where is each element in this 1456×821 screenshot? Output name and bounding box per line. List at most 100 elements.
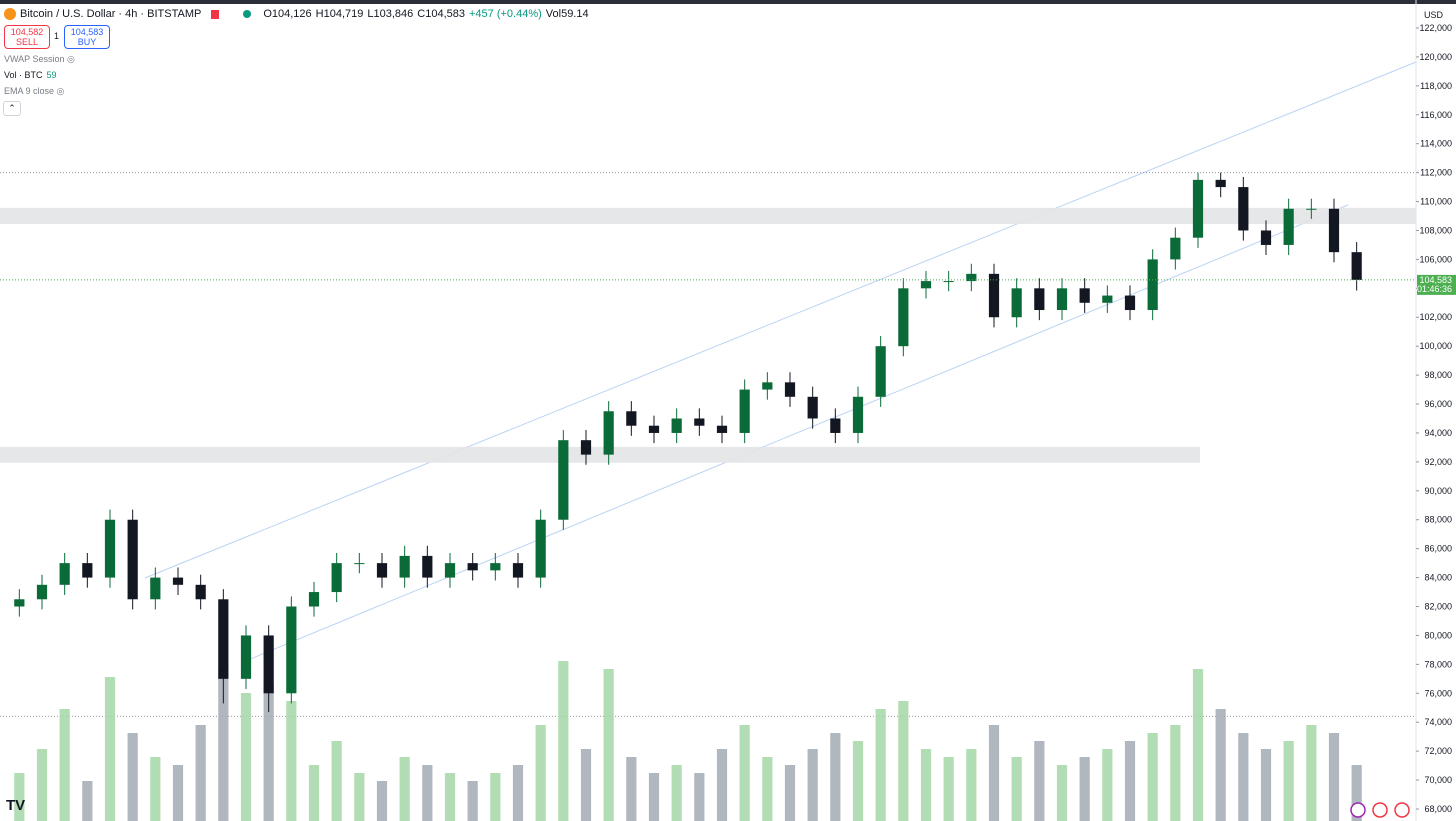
- last-price-label: 104,583: [1419, 275, 1452, 285]
- volume-bar: [1351, 765, 1362, 821]
- volume-bar: [354, 773, 365, 821]
- sell-label: SELL: [15, 37, 39, 47]
- y-tick-label: 96,000: [1424, 399, 1452, 409]
- y-tick-label: 78,000: [1424, 659, 1452, 669]
- volume-bar: [694, 773, 705, 821]
- volume-bar: [1328, 733, 1340, 821]
- candle-body: [830, 418, 841, 433]
- volume-bar: [966, 749, 977, 821]
- volume-bar: [82, 781, 93, 821]
- candle-body: [1215, 179, 1226, 188]
- candle-body: [59, 563, 70, 585]
- candle-body: [36, 584, 48, 600]
- sell-button[interactable]: 104,582 SELL: [4, 25, 50, 49]
- candle-body: [399, 555, 410, 578]
- status-icon: [1394, 802, 1410, 818]
- indicator-name: Vol · BTC: [4, 70, 43, 80]
- volume-bar: [286, 701, 297, 821]
- volume-bar: [150, 757, 161, 821]
- y-tick-label: 118,000: [1420, 81, 1452, 91]
- candle-body: [218, 599, 229, 679]
- volume-bar: [558, 661, 569, 821]
- candle-body: [966, 273, 977, 282]
- indicator-name: VWAP Session: [4, 54, 65, 64]
- candle-body: [535, 519, 546, 578]
- status-icon: [1372, 802, 1388, 818]
- candle-body: [920, 281, 932, 289]
- volume-bar: [59, 709, 70, 821]
- volume-bar: [762, 757, 773, 821]
- currency[interactable]: USD: [1424, 10, 1444, 20]
- candle-body: [1238, 187, 1249, 231]
- candle-body: [784, 382, 796, 397]
- indicator[interactable]: VWAP Session ◎: [4, 54, 75, 64]
- candle-body: [898, 288, 909, 347]
- indicator-name: EMA 9 close: [4, 86, 55, 96]
- y-tick-label: 70,000: [1424, 775, 1452, 785]
- candle-body: [1283, 208, 1294, 245]
- y-tick-label: 108,000: [1419, 225, 1452, 235]
- volume-bar: [807, 749, 818, 821]
- coin-icon: [4, 8, 16, 20]
- y-tick-label: 94,000: [1424, 428, 1452, 438]
- volume-bar: [648, 773, 660, 821]
- candle-body: [376, 563, 388, 578]
- candle-body: [694, 418, 705, 426]
- volume-bar: [444, 773, 456, 821]
- volume-bar: [1283, 741, 1294, 821]
- volume-bar: [1079, 757, 1090, 821]
- candle-body: [852, 396, 864, 433]
- candle-body: [1306, 208, 1317, 210]
- volume-bar: [36, 749, 48, 821]
- ohlc-high: H104,719: [315, 8, 364, 20]
- candle-body: [1124, 295, 1136, 311]
- volume-bar: [1238, 733, 1249, 821]
- y-tick-label: 80,000: [1424, 630, 1452, 640]
- candle-body: [1079, 288, 1090, 303]
- symbol[interactable]: Bitcoin / U.S. Dollar · 4h · BITSTAMP: [20, 8, 202, 20]
- y-tick-label: 88,000: [1424, 515, 1452, 525]
- volume-bar: [1056, 765, 1068, 821]
- volume-bar: [218, 669, 229, 821]
- candle-body: [1147, 259, 1158, 311]
- volume-bar: [943, 757, 954, 821]
- candle-body: [422, 555, 433, 578]
- volume-bar: [920, 749, 932, 821]
- volume-bar: [1034, 741, 1045, 821]
- volume-bar: [195, 725, 206, 821]
- volume-bar: [830, 733, 841, 821]
- countdown: 01:46:36: [1417, 284, 1452, 294]
- candle-body: [580, 440, 592, 455]
- candle-body: [739, 389, 750, 433]
- volume-bar: [1102, 749, 1113, 821]
- status-icon: [1350, 802, 1366, 818]
- volume-bar: [467, 781, 478, 821]
- change: +457 (+0.44%): [469, 8, 542, 20]
- indicator[interactable]: EMA 9 close ◎: [4, 86, 65, 96]
- volume-bar: [1170, 725, 1181, 821]
- volume-bar: [852, 741, 864, 821]
- candle-body: [988, 273, 1000, 318]
- candle-body: [648, 425, 660, 433]
- candle-body: [467, 563, 478, 571]
- sell-price: 104,582: [10, 27, 44, 37]
- flag-icon[interactable]: [211, 9, 220, 19]
- y-tick-label: 100,000: [1419, 341, 1452, 351]
- candle-body: [762, 382, 773, 390]
- volume-bar: [376, 781, 388, 821]
- y-tick-label: 82,000: [1424, 602, 1452, 612]
- candle-body: [558, 440, 569, 520]
- indicator[interactable]: Vol · BTC 59: [4, 70, 57, 80]
- candle-body: [716, 425, 728, 433]
- buy-label: BUY: [77, 37, 97, 47]
- candle-body: [82, 563, 93, 578]
- volume-bar: [1147, 733, 1158, 821]
- volume-bar: [14, 773, 25, 821]
- ohlc-low: L103,846: [367, 8, 414, 20]
- buy-button[interactable]: 104,583 BUY: [64, 25, 110, 49]
- candle-body: [331, 563, 342, 593]
- collapse-button[interactable]: ⌃: [3, 101, 21, 116]
- zone: [0, 446, 1200, 463]
- volume-bar: [580, 749, 592, 821]
